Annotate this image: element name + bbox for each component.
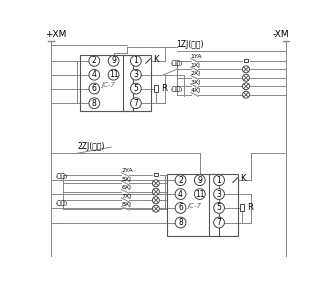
Text: -XM: -XM: [273, 29, 290, 38]
Text: 4: 4: [178, 190, 183, 199]
Circle shape: [131, 98, 141, 109]
Bar: [123, 55, 151, 111]
Text: JC-7: JC-7: [101, 82, 115, 88]
Text: 2YA: 2YA: [121, 168, 133, 173]
Circle shape: [152, 197, 159, 204]
Text: 2XJ: 2XJ: [190, 71, 201, 76]
Text: 5XJ: 5XJ: [121, 177, 131, 182]
Text: 11: 11: [109, 70, 118, 79]
Circle shape: [131, 55, 141, 66]
Circle shape: [89, 55, 100, 66]
Text: 2: 2: [92, 56, 97, 65]
Text: 8XJ: 8XJ: [121, 202, 131, 207]
Circle shape: [175, 203, 186, 213]
Bar: [167, 174, 219, 236]
Text: 2ZJ(复归): 2ZJ(复归): [77, 142, 105, 151]
Text: 5: 5: [134, 84, 138, 93]
Circle shape: [152, 180, 159, 187]
Circle shape: [214, 175, 224, 186]
Bar: [244, 59, 248, 62]
Text: K: K: [240, 174, 246, 183]
Circle shape: [152, 205, 159, 212]
Bar: [81, 55, 133, 111]
Text: 8: 8: [92, 99, 97, 108]
Text: 7: 7: [134, 99, 138, 108]
Circle shape: [242, 91, 249, 98]
Circle shape: [108, 55, 119, 66]
Text: 1XJ: 1XJ: [190, 63, 201, 68]
Text: K: K: [154, 55, 159, 64]
Text: 1ZJ(复归): 1ZJ(复归): [177, 40, 204, 49]
Circle shape: [152, 188, 159, 195]
Circle shape: [89, 69, 100, 80]
Circle shape: [242, 83, 249, 90]
Circle shape: [194, 189, 205, 199]
Circle shape: [214, 203, 224, 213]
Text: (试验): (试验): [56, 174, 68, 179]
Circle shape: [214, 217, 224, 228]
Circle shape: [175, 189, 186, 199]
Text: 4: 4: [92, 70, 97, 79]
Text: 8: 8: [178, 218, 183, 227]
Text: 3: 3: [134, 70, 138, 79]
Text: 7XJ: 7XJ: [121, 194, 131, 199]
Text: (启动): (启动): [170, 86, 183, 92]
Text: 6: 6: [92, 84, 97, 93]
Text: 9: 9: [197, 176, 202, 185]
Text: 3: 3: [216, 190, 221, 199]
Bar: [154, 173, 158, 176]
Bar: [154, 85, 158, 92]
Circle shape: [131, 69, 141, 80]
Text: R: R: [161, 84, 167, 93]
Text: 11: 11: [195, 190, 205, 199]
Circle shape: [108, 69, 119, 80]
Text: 6XJ: 6XJ: [121, 185, 131, 190]
Text: JC-7: JC-7: [188, 203, 201, 210]
Circle shape: [175, 217, 186, 228]
Text: (试验): (试验): [170, 60, 183, 66]
Text: 4XJ: 4XJ: [190, 88, 201, 93]
Text: 3XJ: 3XJ: [190, 80, 201, 85]
Text: 7: 7: [216, 218, 221, 227]
Text: 1: 1: [134, 56, 138, 65]
Text: 1YA: 1YA: [190, 54, 202, 59]
Text: (启动): (启动): [56, 201, 68, 206]
Text: 6: 6: [178, 203, 183, 212]
Circle shape: [214, 189, 224, 199]
Bar: [240, 204, 244, 211]
Circle shape: [89, 83, 100, 94]
Text: 2: 2: [178, 176, 183, 185]
Bar: [209, 174, 238, 236]
Circle shape: [89, 98, 100, 109]
Text: +XM: +XM: [45, 29, 66, 38]
Circle shape: [194, 175, 205, 186]
Circle shape: [242, 74, 249, 81]
Circle shape: [131, 83, 141, 94]
Circle shape: [242, 66, 249, 73]
Text: 1: 1: [217, 176, 221, 185]
Text: R: R: [247, 203, 253, 212]
Circle shape: [175, 175, 186, 186]
Text: 5: 5: [216, 203, 221, 212]
Text: 9: 9: [111, 56, 116, 65]
